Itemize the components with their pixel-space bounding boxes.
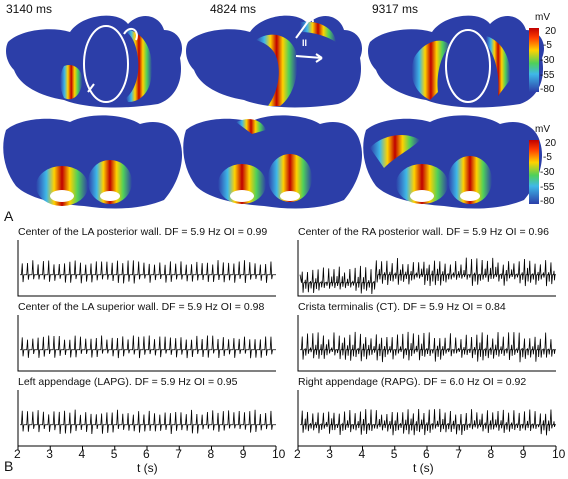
time-label-1: 3140 ms [6, 2, 53, 16]
atria-map-anterior-1 [3, 115, 183, 209]
x-tick-label: 9 [239, 447, 247, 461]
trace-axis [297, 390, 556, 447]
trace-axis [297, 315, 556, 372]
x-tick-label: 5 [110, 447, 118, 461]
atria-map-posterior-3 [368, 15, 545, 108]
x-tick-label: 8 [487, 447, 495, 461]
colorbar-tick: -5 [543, 40, 552, 51]
x-tick-label: 8 [207, 447, 215, 461]
x-tick-label: 9 [519, 447, 527, 461]
electrogram-trace [300, 331, 556, 363]
x-tick-label: 10 [272, 447, 286, 461]
x-tick-label: 7 [175, 447, 182, 461]
x-tick-label: 7 [455, 447, 462, 461]
x-tick-label: 3 [326, 447, 333, 461]
x-tick-label: 5 [390, 447, 398, 461]
atria-map-posterior-1 [6, 15, 183, 108]
trace-axis [17, 390, 276, 447]
electrogram-trace [20, 409, 276, 434]
colorbar-tick: -80 [540, 196, 555, 207]
x-tick-label: 4 [358, 447, 366, 461]
x-tick-label: 6 [143, 447, 150, 461]
atria-map-posterior-2: II [186, 15, 363, 108]
colorbar-tick: -55 [540, 182, 555, 193]
trace-title-left-2: Center of the LA superior wall. DF = 5.9… [18, 301, 265, 313]
trace-axis [17, 240, 276, 297]
colorbar-tick: -5 [543, 152, 552, 163]
colorbar-unit: mV [535, 124, 550, 135]
colorbar-tick: -30 [540, 55, 555, 66]
colorbar-tick: -55 [540, 70, 555, 81]
colorbar-strip [529, 28, 539, 92]
colorbar-tick: 20 [545, 26, 557, 37]
x-tick-label: 4 [78, 447, 86, 461]
trace-title-right-2: Crista terminalis (CT). DF = 5.9 Hz OI =… [298, 301, 506, 313]
x-tick-label: 2 [14, 447, 21, 461]
x-axis-label-left: t (s) [137, 461, 158, 475]
colorbar-tick: -80 [540, 84, 555, 95]
x-tick-label: 3 [46, 447, 53, 461]
colorbar-tick: 20 [545, 138, 557, 149]
trace-title-left-3: Left appendage (LAPG). DF = 5.9 Hz OI = … [18, 376, 238, 388]
colorbar-unit: mV [535, 12, 550, 23]
atria-map-anterior-2 [183, 115, 363, 209]
atria-maps: II [3, 15, 545, 209]
colorbar-strip [529, 140, 539, 204]
trace-axis [297, 240, 556, 297]
trace-title-left-1: Center of the LA posterior wall. DF = 5.… [18, 226, 268, 238]
time-label-2: 4824 ms [210, 2, 257, 16]
trace-title-right-1: Center of the RA posterior wall. DF = 5.… [298, 226, 549, 238]
electrogram-trace [299, 257, 556, 295]
x-tick-label: 10 [552, 447, 566, 461]
electrogram-trace [300, 408, 556, 436]
trace-axis [17, 315, 276, 372]
x-tick-label: 2 [294, 447, 301, 461]
colorbar-tick: -30 [540, 167, 555, 178]
electrogram-trace [20, 335, 276, 359]
trace-title-right-3: Right appendage (RAPG). DF = 6.0 Hz OI =… [298, 376, 527, 388]
electrogram-trace [20, 260, 276, 284]
x-tick-label: 6 [423, 447, 430, 461]
arrow-label: II [302, 38, 307, 48]
x-axis-label-right: t (s) [413, 461, 434, 475]
time-label-3: 9317 ms [372, 2, 419, 16]
atria-map-anterior-3 [363, 115, 543, 209]
panel-letter-a: A [4, 208, 14, 224]
panel-letter-b: B [4, 458, 14, 474]
